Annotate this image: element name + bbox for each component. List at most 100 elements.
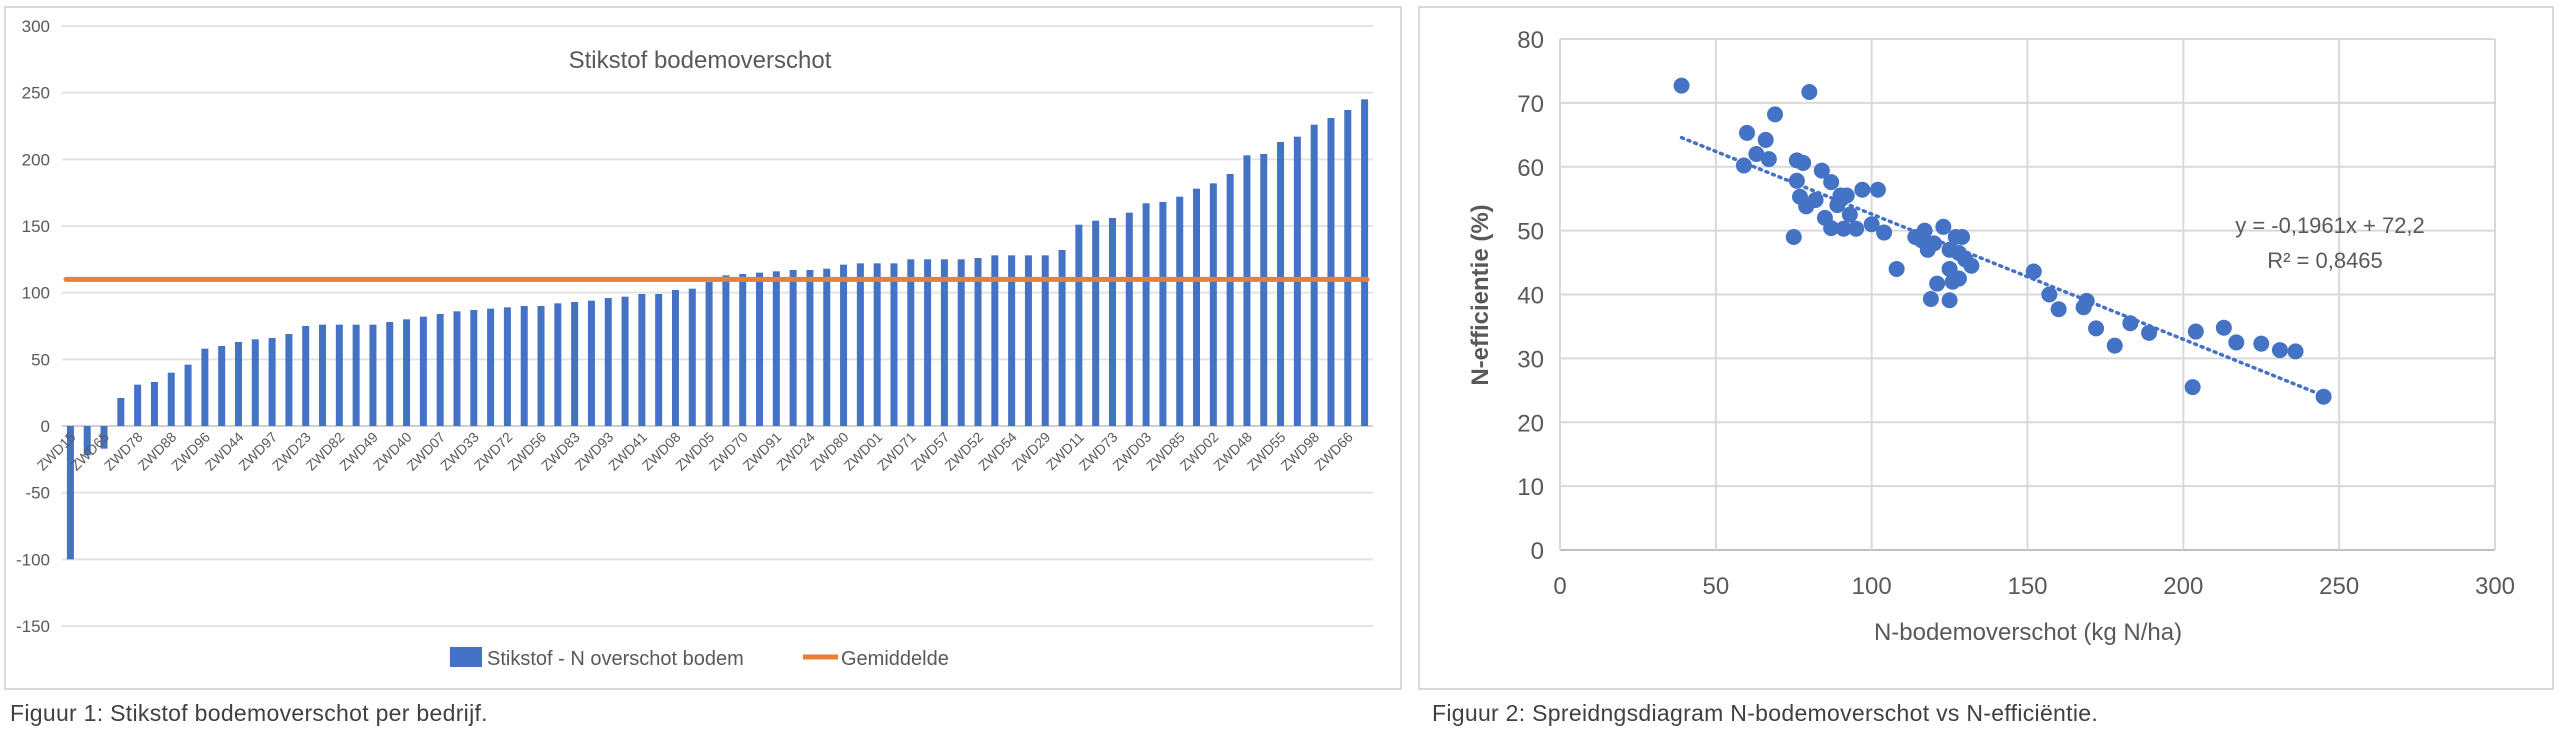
bar [503, 307, 511, 426]
bar [772, 271, 780, 426]
bar [907, 259, 915, 426]
x-tick-label: 250 [2319, 573, 2359, 600]
scatter-point [1798, 198, 1815, 215]
scatter-point [2215, 319, 2232, 336]
scatter-point [2141, 324, 2158, 341]
bar [167, 372, 175, 426]
bar [234, 342, 242, 426]
scatter-point [1801, 84, 1818, 101]
bar [1193, 188, 1201, 426]
scatter-point [2253, 335, 2270, 352]
legend-avg-label: Gemiddelde [841, 648, 949, 670]
x-tick-label: 200 [2163, 573, 2203, 600]
scatter-point [2187, 323, 2204, 340]
bar [1125, 212, 1133, 426]
bar [470, 310, 478, 426]
y-tick-label: 10 [1517, 474, 1544, 501]
bar [1327, 118, 1335, 426]
scatter-point [1935, 218, 1952, 235]
scatter-point [1848, 220, 1865, 237]
bar [150, 382, 158, 426]
legend-bar-label: Stikstof - N overschot bodem [487, 648, 744, 670]
y-tick-label: 80 [1517, 27, 1544, 54]
scatter-point [2106, 337, 2123, 354]
scatter-point [2287, 343, 2304, 360]
bar [369, 324, 377, 426]
bar [537, 306, 545, 426]
y-tick-label: 20 [1517, 410, 1544, 437]
bar [1159, 202, 1167, 426]
bar [621, 296, 629, 426]
bar [1344, 110, 1352, 426]
bar [1176, 196, 1184, 426]
scatter-point [1823, 220, 1840, 237]
scatter-point [1954, 229, 1971, 246]
y-axis-title: N-efficientie (%) [1467, 204, 1494, 385]
bar [806, 270, 814, 426]
scatter-point [2088, 320, 2105, 337]
bar [638, 294, 646, 426]
bar [1041, 255, 1049, 426]
y-tick-label: 200 [22, 150, 50, 169]
scatter-point [1916, 222, 1933, 239]
scatter-point [1876, 224, 1893, 241]
x-tick-label: 300 [2475, 573, 2515, 600]
scatter-point [1950, 270, 1967, 287]
scatter-point [1673, 77, 1690, 94]
y-tick-label: 300 [22, 17, 50, 36]
scatter-point [1922, 290, 1939, 307]
bar [1209, 183, 1217, 426]
scatter-point [1757, 131, 1774, 148]
scatter-point [1748, 145, 1765, 162]
scatter-point [1841, 206, 1858, 223]
bar [671, 290, 679, 426]
bar [419, 316, 427, 426]
bar [453, 311, 461, 426]
bar [554, 303, 562, 426]
bar [1024, 255, 1032, 426]
scatter-point [1941, 292, 1958, 309]
bar [789, 270, 797, 426]
scatter-point [2050, 301, 2067, 318]
scatter-point [2184, 379, 2201, 396]
bar [83, 426, 91, 456]
bar [134, 384, 142, 426]
scatter-point [1929, 275, 1946, 292]
bar [1361, 99, 1369, 426]
scatter-point [1835, 220, 1852, 237]
bar [756, 272, 764, 426]
scatter-point [1785, 229, 1802, 246]
bar [1108, 218, 1116, 426]
y-tick-label: 0 [41, 417, 50, 436]
bar [890, 263, 898, 426]
bar [873, 263, 881, 426]
y-tick-label: 60 [1517, 155, 1544, 182]
scatter-point [1813, 162, 1830, 179]
scatter-point [1963, 257, 1980, 274]
scatter-point [1767, 106, 1784, 123]
y-tick-label: 0 [1531, 538, 1544, 565]
bar [520, 306, 528, 426]
y-tick-label: 250 [22, 84, 50, 103]
scatter-point [1829, 197, 1846, 214]
scatter-point [1760, 151, 1777, 168]
scatter-point [1739, 124, 1755, 141]
scatter-point [1863, 216, 1880, 233]
bar [924, 259, 932, 426]
scatter-point [1926, 235, 1942, 252]
bar [403, 319, 411, 426]
r-squared: R² = 0,8465 [2267, 248, 2383, 273]
bar [251, 339, 259, 426]
y-tick-label: -100 [16, 550, 50, 569]
bar [1226, 174, 1234, 426]
y-tick-label: 100 [22, 284, 50, 303]
bar [1075, 224, 1083, 426]
bar [487, 308, 495, 426]
bar [991, 255, 999, 426]
bar [268, 338, 276, 426]
bar [571, 302, 579, 426]
bar [335, 324, 343, 426]
bar [688, 288, 696, 426]
bar [302, 326, 310, 426]
bar [184, 364, 192, 426]
